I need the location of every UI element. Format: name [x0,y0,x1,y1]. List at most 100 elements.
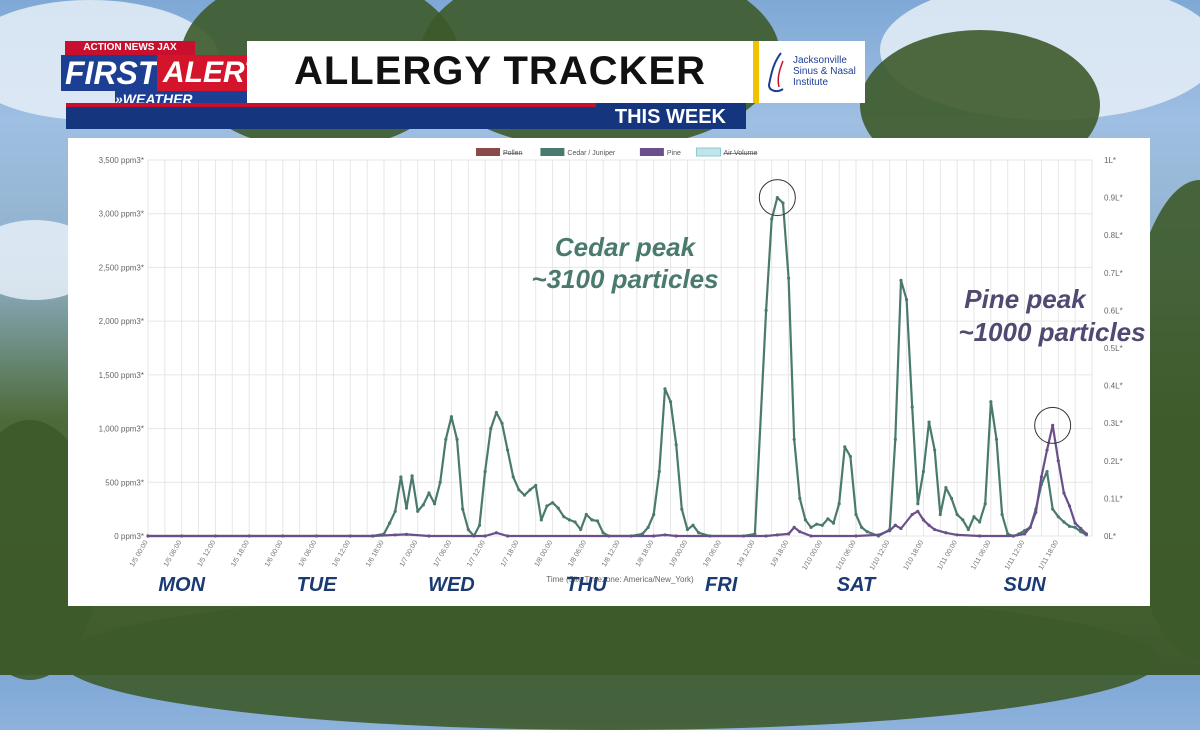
data-point [1051,423,1055,427]
data-point [1034,510,1038,514]
data-point [809,534,813,538]
y-tick-label: 500 ppm3* [105,478,144,487]
cedar-annotation-line1: Cedar peak [555,232,697,262]
data-point [966,527,970,532]
x-tick-label: 1/6 00:00 [264,539,285,568]
data-point [865,530,869,534]
y2-tick-label: 0.1L* [1104,494,1123,503]
data-point [393,533,397,537]
data-point [567,518,572,522]
y-tick-label: 0 ppm3* [114,532,144,541]
x-tick-label: 1/8 12:00 [601,539,622,568]
data-point [1000,512,1004,517]
data-point [978,520,982,524]
x-tick-label: 1/11 12:00 [1004,539,1026,571]
data-point [466,527,470,532]
x-tick-label: 1/7 18:00 [500,539,521,568]
x-tick-label: 1/10 12:00 [869,539,892,571]
data-point [848,454,852,459]
data-point [910,405,914,409]
data-point [978,534,982,538]
x-tick-label: 1/7 06:00 [432,539,453,568]
data-point [477,523,482,527]
x-tick-label: 1/8 18:00 [635,539,656,568]
brand-first: FIRST [61,55,162,91]
day-label: FRI [705,574,738,596]
y2-tick-label: 0.8L* [1104,231,1123,240]
x-tick-label: 1/11 18:00 [1038,539,1060,571]
y-tick-label: 2,500 ppm3* [99,263,144,272]
data-point [579,527,583,532]
data-point [775,196,779,200]
data-point [910,512,914,517]
y-tick-label: 1,500 ppm3* [99,371,144,380]
sponsor-line-3: Institute [793,77,829,88]
data-point [489,426,493,431]
data-point [1079,530,1083,534]
data-point [989,400,993,404]
x-tick-label: 1/9 00:00 [668,539,689,568]
data-point [1056,459,1060,463]
data-point [663,387,667,391]
x-axis-label: Time (Site Timezone: America/New_York) [546,575,694,584]
data-point [652,534,656,538]
legend-label: Air Volume [724,150,758,157]
brand-weather-arrows: » [115,91,123,107]
sponsor-line-1: Jacksonville [793,55,847,66]
cedar-annotation-line2: ~3100 particles [531,264,718,294]
data-point [994,437,999,441]
y2-tick-label: 0L* [1104,532,1116,541]
data-point [1011,534,1015,538]
data-point [831,521,836,525]
data-point [455,437,459,441]
data-point [438,480,442,484]
legend-swatch [540,148,565,156]
data-point [404,506,409,510]
data-point [404,532,409,536]
day-label: TUE [297,574,338,596]
data-point [792,437,796,441]
series-line [148,424,1088,538]
x-tick-label: 1/10 06:00 [835,539,858,571]
data-point [1039,475,1044,479]
legend-swatch [476,148,500,156]
data-point [427,491,431,495]
allergy-chart: 0 ppm3* 500 ppm3* 1,000 ppm3* 1,500 ppm3* 2,… [99,147,1146,596]
data-point [680,507,684,511]
data-point [1067,524,1072,528]
title-box: ALLERGY TRACKER [247,41,753,103]
data-point [809,525,813,530]
data-point [798,496,802,500]
data-point [595,519,600,523]
pine-annotation-line2: ~1000 particles [958,317,1145,347]
data-point [1056,515,1060,519]
data-point [1062,520,1066,524]
data-point [550,501,555,505]
data-point [534,483,538,488]
data-point [652,512,656,517]
data-point [601,531,605,535]
legend-label: Pine [667,150,681,157]
x-tick-label: 1/11 00:00 [937,539,959,571]
data-point [483,469,487,474]
grid [147,159,1093,537]
sponsor-logo: Jacksonville Sinus & Nasal Institute [759,41,865,103]
peak-marker [1034,406,1072,444]
data-point [826,517,830,521]
x-tick-label: 1/5 12:00 [196,539,217,568]
data-point [770,217,774,221]
data-point [933,527,937,532]
data-point [775,533,779,537]
x-tick-label: 1/10 00:00 [801,539,824,571]
data-point [590,518,594,522]
data-point [691,523,695,527]
y2-tick-label: 1L* [1104,156,1116,165]
data-point [399,475,403,479]
data-point [893,437,897,441]
data-point [500,421,504,425]
data-point [921,518,926,522]
day-label: THU [566,574,608,596]
sponsor-line-2: Sinus & Nasal [793,66,856,77]
series [146,196,1088,538]
data-point [1022,532,1027,536]
